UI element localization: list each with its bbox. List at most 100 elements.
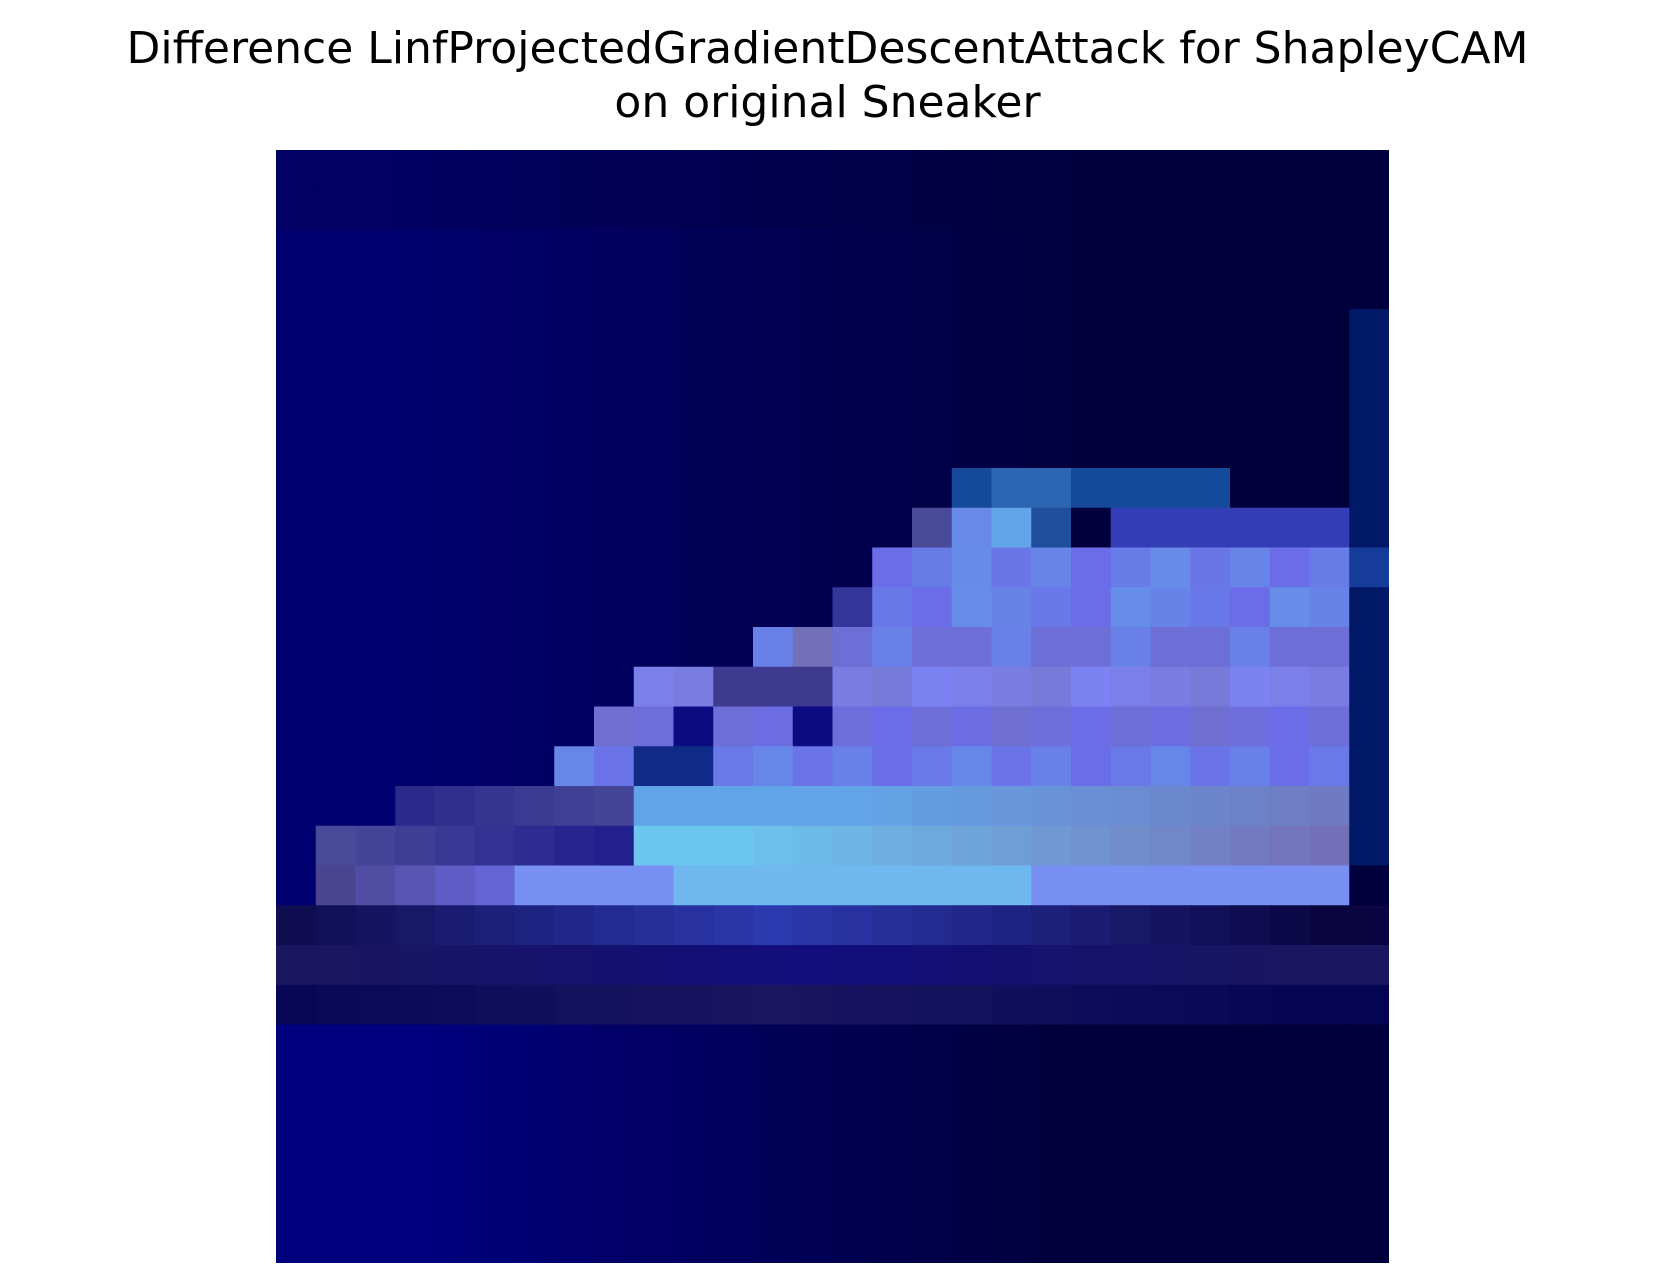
heatmap-pixel (633, 1183, 675, 1225)
heatmap-pixel (1230, 1064, 1271, 1105)
heatmap-pixel (1269, 189, 1311, 231)
heatmap-pixel (514, 825, 556, 867)
heatmap-pixel (1230, 547, 1271, 589)
heatmap-pixel (554, 945, 595, 986)
heatmap-pixel (1190, 1143, 1231, 1185)
heatmap-pixel (395, 706, 436, 748)
heatmap-pixel (1190, 706, 1231, 748)
heatmap-pixel (1269, 666, 1311, 708)
heatmap-pixel (514, 428, 556, 469)
heatmap-pixel (355, 865, 397, 907)
heatmap-pixel (355, 786, 397, 827)
heatmap-pixel (1309, 627, 1351, 668)
heatmap-pixel (1190, 388, 1231, 430)
heatmap-pixel (832, 547, 874, 589)
heatmap-pixel (753, 1143, 794, 1185)
heatmap-pixel (1309, 1183, 1351, 1225)
heatmap-pixel (514, 507, 556, 549)
heatmap-pixel (1110, 865, 1152, 907)
heatmap-pixel (1349, 309, 1389, 350)
heatmap-pixel (514, 984, 556, 1026)
heatmap-pixel (1269, 825, 1311, 867)
heatmap-pixel (951, 1143, 993, 1185)
heatmap-pixel (1110, 468, 1152, 509)
heatmap-pixel (474, 468, 516, 509)
heatmap-pixel (832, 825, 874, 867)
heatmap-pixel (1190, 1104, 1231, 1145)
heatmap-pixel (474, 547, 516, 589)
heatmap-pixel (1190, 984, 1231, 1026)
heatmap-pixel (355, 150, 397, 191)
heatmap-pixel (514, 189, 556, 231)
heatmap-pixel (1031, 746, 1072, 787)
heatmap-pixel (355, 468, 397, 509)
heatmap-pixel (1110, 746, 1152, 787)
heatmap-pixel (315, 627, 357, 668)
heatmap-pixel (1309, 865, 1351, 907)
heatmap-pixel (315, 945, 357, 986)
heatmap-pixel (673, 428, 715, 469)
heatmap-pixel (753, 309, 794, 350)
heatmap-pixel (832, 786, 874, 827)
heatmap-pixel (1230, 945, 1271, 986)
heatmap-pixel (1110, 229, 1152, 271)
heatmap-pixel (355, 547, 397, 589)
heatmap-pixel (912, 229, 953, 271)
heatmap-pixel (1309, 746, 1351, 787)
heatmap-pixel (713, 1143, 754, 1185)
heatmap-pixel (1190, 189, 1231, 231)
heatmap-pixel (1349, 1183, 1389, 1225)
heatmap-pixel (1230, 428, 1271, 469)
heatmap-pixel (792, 865, 834, 907)
heatmap-pixel (1071, 786, 1112, 827)
heatmap-pixel (673, 627, 715, 668)
heatmap-pixel (1031, 229, 1072, 271)
heatmap-pixel (554, 269, 595, 310)
heatmap-pixel (395, 945, 436, 986)
heatmap-pixel (1230, 507, 1271, 549)
heatmap-pixel (753, 945, 794, 986)
heatmap-pixel (355, 1104, 397, 1145)
heatmap-pixel (315, 1143, 357, 1185)
heatmap-pixel (1269, 150, 1311, 191)
heatmap-pixel (594, 746, 635, 787)
heatmap-pixel (276, 1064, 317, 1105)
heatmap-pixel (514, 666, 556, 708)
heatmap-pixel (951, 984, 993, 1026)
heatmap-pixel (1031, 984, 1072, 1026)
heatmap-pixel (474, 1064, 516, 1105)
heatmap-pixel (315, 1183, 357, 1225)
heatmap-pixel (1110, 706, 1152, 748)
heatmap-pixel (276, 786, 317, 827)
heatmap-pixel (1230, 666, 1271, 708)
heatmap-pixel (435, 468, 476, 509)
heatmap-pixel (1269, 627, 1311, 668)
heatmap-pixel (435, 1064, 476, 1105)
heatmap-pixel (673, 786, 715, 827)
heatmap-pixel (1269, 507, 1311, 549)
heatmap-pixel (474, 1143, 516, 1185)
heatmap-pixel (435, 706, 476, 748)
heatmap-pixel (1031, 706, 1072, 748)
heatmap-pixel (792, 984, 834, 1026)
heatmap-pixel (753, 746, 794, 787)
heatmap-pixel (912, 905, 953, 946)
heatmap-pixel (435, 945, 476, 986)
heatmap-pixel (1349, 984, 1389, 1026)
heatmap-pixel (1071, 706, 1112, 748)
heatmap-pixel (1150, 348, 1192, 390)
heatmap-pixel (1071, 388, 1112, 430)
heatmap-pixel (753, 229, 794, 271)
heatmap-pixel (1269, 428, 1311, 469)
heatmap-pixel (514, 547, 556, 589)
heatmap-pixel (1071, 825, 1112, 867)
heatmap-pixel (276, 905, 317, 946)
heatmap-pixel (991, 666, 1033, 708)
heatmap-pixel (1269, 269, 1311, 310)
heatmap-pixel (594, 666, 635, 708)
heatmap-pixel (832, 507, 874, 549)
heatmap-pixel (355, 627, 397, 668)
heatmap-pixel (792, 189, 834, 231)
heatmap-pixel (872, 1223, 913, 1263)
heatmap-pixel (1031, 1223, 1072, 1263)
